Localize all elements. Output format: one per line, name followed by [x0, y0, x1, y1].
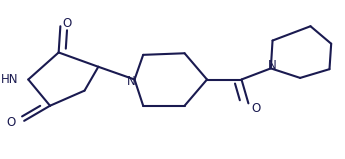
- Text: N: N: [268, 59, 277, 72]
- Text: N: N: [127, 75, 136, 88]
- Text: HN: HN: [1, 73, 18, 86]
- Text: O: O: [252, 102, 260, 115]
- Text: O: O: [62, 17, 71, 30]
- Text: O: O: [7, 116, 16, 129]
